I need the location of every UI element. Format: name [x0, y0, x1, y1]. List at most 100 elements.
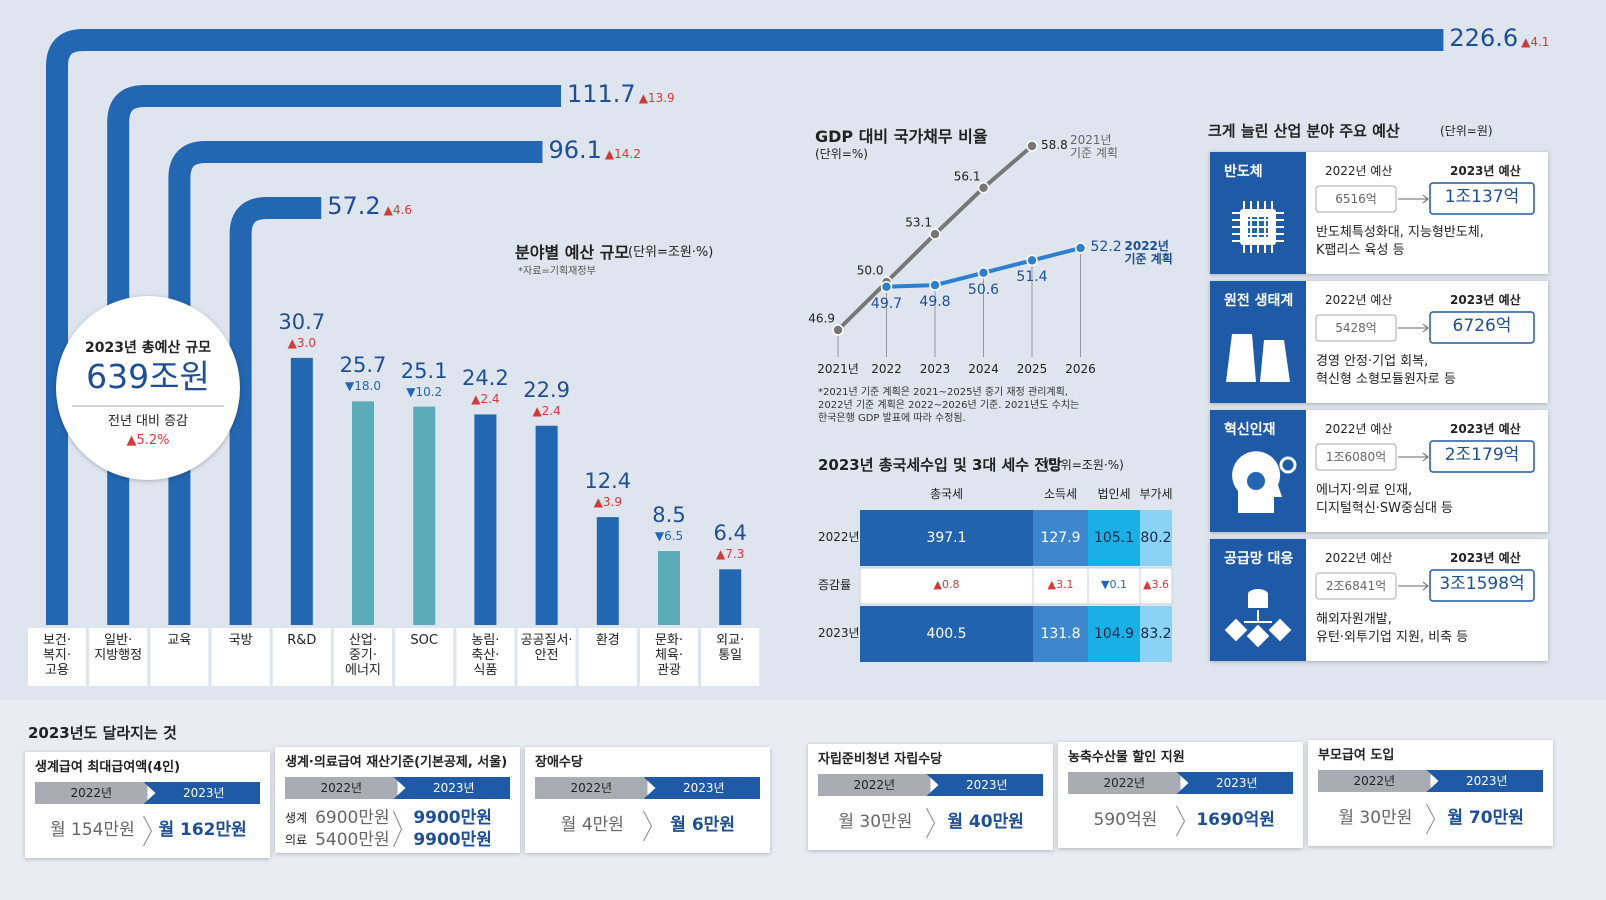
- category-label: SOC: [410, 633, 438, 648]
- panel-name: 원전 생태계: [1224, 293, 1294, 309]
- value-label: 6.4: [713, 521, 747, 546]
- table-cell: [1140, 606, 1172, 662]
- category-box: [28, 628, 86, 686]
- icon: [1248, 594, 1268, 608]
- year-from: 2022년: [570, 781, 613, 795]
- x-tick-label: 2021년: [817, 362, 859, 376]
- value-label-group: 226.6 ▲4.1: [1449, 24, 1549, 53]
- value-label-group: 111.7 ▲13.9: [567, 80, 675, 109]
- point-label: 49.7: [870, 295, 903, 312]
- chart-note: *자료=기획재정부: [518, 266, 596, 277]
- category-box: [89, 628, 148, 686]
- line-point: [1074, 242, 1087, 254]
- panel-section-subtitle: (단위=원): [1440, 124, 1493, 138]
- change-card: [1058, 742, 1303, 848]
- next-box: [1429, 182, 1535, 215]
- arrow: [1398, 452, 1429, 462]
- next-value: 6726억: [1452, 316, 1512, 336]
- point-label: 51.4: [1016, 269, 1048, 286]
- next-label: 2023년 예산: [1450, 164, 1521, 178]
- change-label: ▲2.4: [532, 403, 561, 418]
- legend-label: 2021년 기준 계획: [1070, 133, 1118, 160]
- column-header: 법인세: [1097, 487, 1131, 501]
- year-tab-to: [1426, 770, 1543, 792]
- change-card: [525, 747, 770, 853]
- row-label: 증감률: [818, 578, 852, 592]
- table-cell: [1087, 567, 1141, 605]
- icon: [1268, 618, 1292, 642]
- summary-change-title: 전년 대비 증감: [107, 414, 189, 429]
- category-label: 일반· 지방행정: [94, 633, 143, 663]
- table-cell: [1088, 510, 1140, 566]
- prev-label: 2022년 예산: [1325, 551, 1393, 565]
- chart-title: 분야별 예산 규모: [515, 243, 630, 262]
- line-point: [1026, 254, 1038, 267]
- category-label: 교육: [167, 633, 192, 648]
- pipe-bar: [168, 141, 543, 625]
- year-tab-to: [393, 777, 510, 799]
- category-label: 농림· 축산· 식품: [471, 633, 500, 678]
- cell-text: 104.9: [1093, 626, 1135, 642]
- chart-subtitle: (단위=%): [815, 147, 868, 161]
- category-box: [211, 628, 270, 686]
- next-box: [1429, 311, 1535, 344]
- change-label: ▼10.2: [406, 384, 443, 399]
- next-box: [1429, 569, 1535, 602]
- summary-circle: [56, 296, 240, 480]
- category-label: 보건· 복지· 고용: [42, 633, 72, 678]
- arrow: [1398, 194, 1429, 204]
- cell-text: 105.1: [1093, 530, 1135, 546]
- value-from: 590억원: [1093, 810, 1158, 830]
- category-label: 문화· 체육· 관광: [654, 633, 684, 678]
- value-from: 5400만원: [315, 830, 390, 850]
- value-label-group: 57.2 ▲4.6: [327, 192, 412, 221]
- change-label: ▲3.9: [593, 495, 622, 510]
- pipe-bar: [107, 85, 561, 625]
- cell-text: 80.2: [1140, 530, 1172, 546]
- summary-title: 2023년 총예산 규모: [85, 340, 211, 356]
- point-label: 50.0: [856, 263, 884, 278]
- row-label: 2022년: [818, 530, 860, 544]
- point-label: 52.2: [1090, 239, 1122, 256]
- table-title: 2023년 총국세수입 및 3대 세수 전망: [818, 456, 1062, 474]
- category-box: [701, 628, 760, 686]
- next-value: 3조1598억: [1439, 574, 1525, 594]
- panel-side: [1210, 281, 1306, 403]
- summary-change: ▲5.2%: [126, 433, 170, 448]
- prev-box: [1315, 443, 1397, 471]
- year-to: 2023년: [1465, 774, 1508, 788]
- table-cell: [1032, 567, 1089, 605]
- point-label: 56.1: [953, 169, 981, 184]
- year-tab-from: [285, 777, 398, 799]
- value-from: 월 4만원: [560, 815, 624, 835]
- next-label: 2023년 예산: [1450, 551, 1521, 565]
- table-cell: [1139, 567, 1173, 605]
- card-title: 자립준비청년 자립수당: [818, 752, 943, 767]
- cell-text: 131.8: [1040, 626, 1081, 642]
- chevron: [393, 810, 403, 848]
- value-label: 25.1: [400, 358, 448, 383]
- change-card: [808, 744, 1053, 850]
- prev-label: 2022년 예산: [1325, 293, 1393, 307]
- value-label: 226.6: [1449, 24, 1519, 52]
- value-to: 월 70만원: [1447, 808, 1524, 828]
- prev-value: 6516억: [1335, 192, 1377, 206]
- line-point: [977, 181, 990, 194]
- row-label: 생계: [285, 811, 308, 825]
- cell-text: 400.5: [926, 626, 967, 642]
- bar: [596, 517, 619, 625]
- value-label: 57.2: [327, 192, 381, 220]
- year-tab-to: [643, 777, 760, 799]
- table-subtitle: (단위=조원·%): [1045, 458, 1124, 472]
- change-label: ▲2.4: [471, 392, 500, 407]
- category-label: 국방: [228, 633, 253, 648]
- value-label: 111.7: [566, 80, 636, 108]
- category-label: 공공질서· 안전: [520, 633, 573, 663]
- point-label: 58.8: [1041, 138, 1068, 152]
- line-point: [832, 324, 844, 336]
- value-label: 25.7: [339, 353, 387, 378]
- pipe-bar: [229, 197, 322, 625]
- value-from: 월 30만원: [1338, 808, 1413, 828]
- change-card: [25, 752, 270, 858]
